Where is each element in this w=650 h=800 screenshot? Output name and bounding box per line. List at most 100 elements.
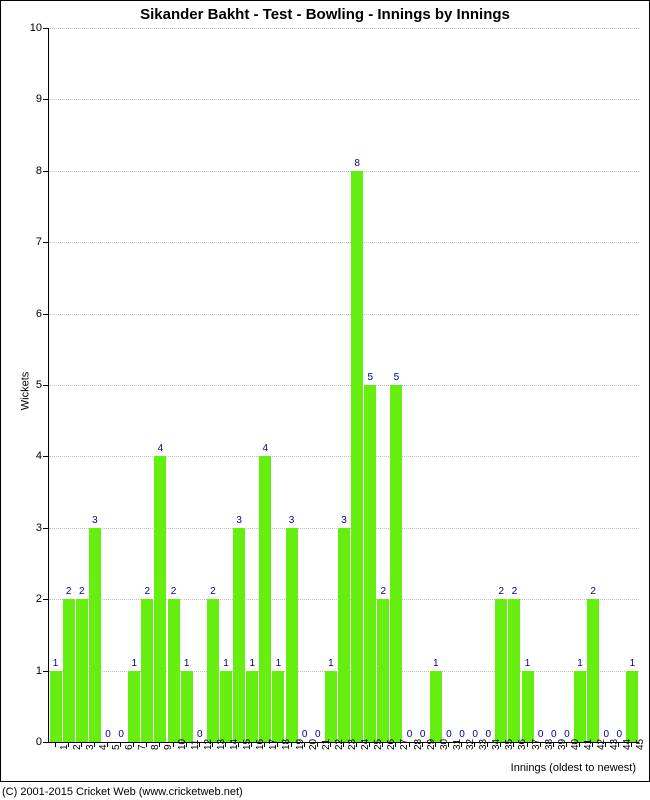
bar-value-label: 1 [433, 658, 439, 669]
bar [364, 385, 376, 742]
gridline [49, 242, 639, 243]
xtick-mark [251, 742, 252, 747]
bar-value-label: 2 [171, 586, 177, 597]
xtick-mark [605, 742, 606, 747]
bar [259, 456, 271, 742]
bar-value-label: 5 [394, 372, 400, 383]
y-axis-label: Wickets [19, 372, 31, 411]
xtick-mark [186, 742, 187, 747]
ytick-mark [43, 171, 48, 172]
bar-value-label: 1 [131, 658, 137, 669]
bar [168, 599, 180, 742]
bar [128, 671, 140, 742]
gridline [49, 314, 639, 315]
xtick-mark [68, 742, 69, 747]
xtick-mark [330, 742, 331, 747]
xtick-mark [527, 742, 528, 747]
ytick-mark [43, 28, 48, 29]
xtick-mark [55, 742, 56, 747]
copyright-text: (C) 2001-2015 Cricket Web (www.cricketwe… [2, 786, 243, 798]
bar-value-label: 1 [184, 658, 190, 669]
chart-container: Sikander Bakht - Test - Bowling - Inning… [0, 0, 650, 800]
bar-value-label: 3 [341, 515, 347, 526]
ytick-mark [43, 314, 48, 315]
bar [351, 171, 363, 742]
xtick-mark [579, 742, 580, 747]
ytick-label: 6 [36, 308, 42, 320]
ytick-label: 9 [36, 93, 42, 105]
ytick-label: 8 [36, 165, 42, 177]
gridline [49, 456, 639, 457]
xtick-mark [146, 742, 147, 747]
bar-value-label: 2 [66, 586, 72, 597]
bar [50, 671, 62, 742]
bar [587, 599, 599, 742]
xtick-mark [304, 742, 305, 747]
bar [325, 671, 337, 742]
ytick-mark [43, 599, 48, 600]
xtick-mark [487, 742, 488, 747]
gridline [49, 385, 639, 386]
xtick-mark [566, 742, 567, 747]
bar-value-label: 2 [210, 586, 216, 597]
xtick-mark [474, 742, 475, 747]
xtick-mark [94, 742, 95, 747]
plot-area: 1223001242102131413001385250010000221000… [48, 28, 639, 743]
xtick-mark [133, 742, 134, 747]
xtick-mark [540, 742, 541, 747]
xtick-mark [291, 742, 292, 747]
bar-value-label: 5 [367, 372, 373, 383]
xtick-mark [81, 742, 82, 747]
ytick-label: 0 [36, 736, 42, 748]
bar-value-label: 2 [381, 586, 387, 597]
xtick-mark [317, 742, 318, 747]
xtick-mark [212, 742, 213, 747]
ytick-label: 10 [30, 22, 42, 34]
bar-value-label: 1 [577, 658, 583, 669]
xtick-mark [159, 742, 160, 747]
xtick-mark [461, 742, 462, 747]
gridline [49, 28, 639, 29]
bar [154, 456, 166, 742]
bar [286, 528, 298, 742]
bar [626, 671, 638, 742]
xtick-mark [553, 742, 554, 747]
ytick-label: 1 [36, 665, 42, 677]
ytick-mark [43, 528, 48, 529]
xtick-mark [369, 742, 370, 747]
bar-value-label: 4 [263, 443, 269, 454]
bar-value-label: 1 [223, 658, 229, 669]
xtick-mark [199, 742, 200, 747]
bar [76, 599, 88, 742]
bar [246, 671, 258, 742]
xtick-mark [618, 742, 619, 747]
xtick-mark [107, 742, 108, 747]
xtick-label: 45 [635, 739, 646, 750]
bar-value-label: 1 [53, 658, 59, 669]
bar [272, 671, 284, 742]
bar [207, 599, 219, 742]
bar-value-label: 2 [590, 586, 596, 597]
bar [574, 671, 586, 742]
bar [233, 528, 245, 742]
xtick-mark [435, 742, 436, 747]
xtick-mark [513, 742, 514, 747]
xtick-mark [120, 742, 121, 747]
xtick-mark [382, 742, 383, 747]
xtick-mark [422, 742, 423, 747]
bar-value-label: 2 [79, 586, 85, 597]
gridline [49, 99, 639, 100]
xtick-mark [343, 742, 344, 747]
bar-value-label: 1 [328, 658, 334, 669]
ytick-label: 4 [36, 450, 42, 462]
xtick-mark [238, 742, 239, 747]
bar-value-label: 1 [276, 658, 282, 669]
xtick-mark [225, 742, 226, 747]
bar-value-label: 0 [118, 729, 124, 740]
xtick-mark [356, 742, 357, 747]
xtick-mark [264, 742, 265, 747]
ytick-label: 5 [36, 379, 42, 391]
bar [430, 671, 442, 742]
ytick-label: 2 [36, 593, 42, 605]
bar-value-label: 3 [92, 515, 98, 526]
